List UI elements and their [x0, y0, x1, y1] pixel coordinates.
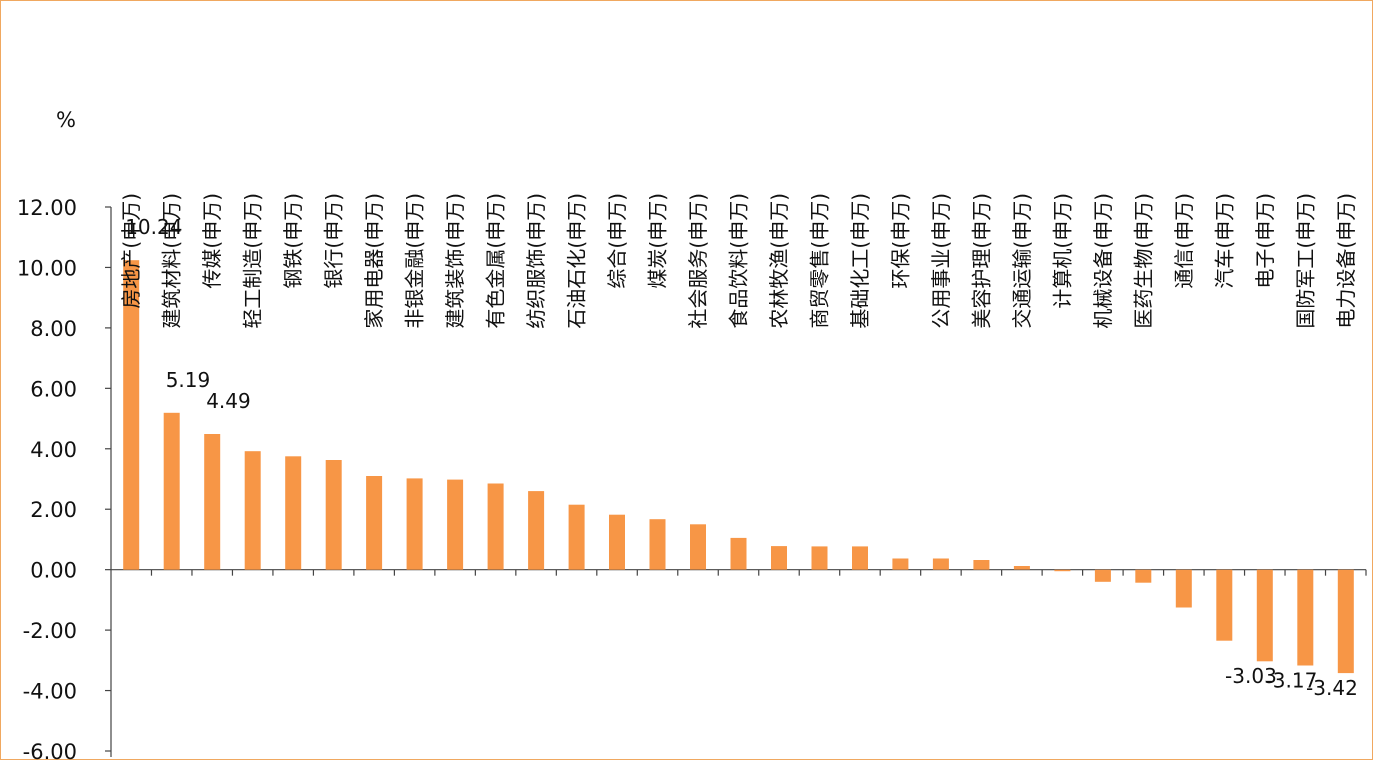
bar — [528, 491, 545, 570]
category-label: 建筑材料(申万) — [160, 193, 184, 329]
y-tick-label: 8.00 — [30, 317, 77, 341]
y-axis: 12.00 10.00 8.00 6.00 4.00 2.00 0.00 -2.00 -4.00… — [17, 196, 112, 763]
bar — [1094, 569, 1111, 582]
bar — [892, 558, 909, 570]
bar — [366, 476, 383, 570]
category-label: 银行(申万) — [322, 193, 346, 289]
category-label: 非银金融(申万) — [403, 193, 427, 329]
category-label: 有色金属(申万) — [484, 193, 508, 329]
category-label: 食品饮料(申万) — [727, 193, 751, 329]
bar — [568, 504, 585, 570]
bar — [1297, 569, 1314, 666]
category-label: 纺织服饰(申万) — [524, 193, 548, 329]
data-label: 4.49 — [206, 389, 251, 413]
category-label: 基础化工(申万) — [848, 193, 872, 329]
category-label: 社会服务(申万) — [686, 193, 710, 329]
bar — [649, 519, 666, 570]
bar — [204, 434, 221, 570]
y-tick-label: 12.00 — [17, 196, 77, 220]
category-label: 环保(申万) — [888, 193, 912, 289]
category-label: 计算机(申万) — [1050, 193, 1074, 309]
y-tick-label: -2.00 — [23, 619, 77, 643]
category-label: 农林牧渔(申万) — [767, 193, 791, 329]
x-axis — [111, 569, 1367, 576]
bar — [730, 537, 747, 570]
bar — [1216, 569, 1233, 641]
category-label: 综合(申万) — [605, 193, 629, 289]
category-label: 房地产(申万) — [119, 193, 143, 309]
data-label: 5.19 — [166, 368, 211, 392]
category-label: 钢铁(申万) — [281, 193, 305, 289]
bar — [163, 412, 180, 570]
bar — [123, 260, 140, 570]
category-label: 轻工制造(申万) — [241, 193, 265, 329]
category-label: 传媒(申万) — [200, 193, 224, 289]
category-label: 交通运输(申万) — [1010, 193, 1034, 329]
bar — [811, 546, 828, 570]
bar — [852, 546, 868, 570]
bar — [487, 483, 504, 570]
data-label: -3.17 — [1266, 669, 1318, 693]
bar — [609, 514, 625, 570]
y-tick-label: -4.00 — [23, 680, 77, 704]
category-label: 商贸零售(申万) — [808, 193, 832, 329]
y-tick-label: 0.00 — [30, 559, 77, 583]
y-tick-label: 4.00 — [30, 438, 77, 462]
category-label: 电子(申万) — [1253, 193, 1277, 289]
bar — [1013, 566, 1030, 570]
y-axis-unit-label: % — [56, 108, 76, 132]
category-label: 机械设备(申万) — [1091, 193, 1115, 329]
bar — [447, 479, 464, 570]
bar — [1054, 569, 1071, 572]
category-label: 石油石化(申万) — [565, 193, 589, 329]
bar — [932, 558, 949, 570]
category-label: 医药生物(申万) — [1131, 193, 1155, 329]
bar — [244, 451, 261, 570]
category-labels: 房地产(申万) 建筑材料(申万) 传媒(申万) 轻工制造(申万) 钢铁(申万) 银行(申万… — [119, 193, 1358, 329]
bar — [1256, 569, 1273, 662]
data-label: 10.24 — [125, 215, 182, 239]
bar — [1337, 569, 1354, 674]
category-label: 家用电器(申万) — [362, 193, 386, 329]
data-label: -3.03 — [1225, 664, 1277, 688]
bar-series — [123, 260, 1354, 674]
bar — [285, 456, 302, 570]
y-tick-label: -6.00 — [23, 740, 77, 763]
category-label: 电力设备(申万) — [1334, 193, 1358, 329]
y-tick-label: 2.00 — [30, 498, 77, 522]
category-label: 煤炭(申万) — [646, 193, 670, 289]
category-label: 国防军工(申万) — [1293, 193, 1317, 329]
bar — [406, 478, 423, 570]
category-label: 美容护理(申万) — [969, 193, 993, 329]
bar — [325, 460, 342, 570]
category-label: 公用事业(申万) — [929, 193, 953, 329]
category-label: 通信(申万) — [1172, 193, 1196, 289]
bar — [973, 560, 990, 570]
bar — [1135, 569, 1152, 583]
bar — [690, 524, 706, 570]
category-label: 建筑装饰(申万) — [443, 193, 467, 329]
y-tick-label: 10.00 — [17, 256, 77, 280]
data-labels: 10.24 5.194.49 -3.03-3.17-3.42 — [125, 215, 1358, 700]
bar — [771, 546, 787, 570]
category-label: 汽车(申万) — [1212, 193, 1236, 289]
y-tick-label: 6.00 — [30, 377, 77, 401]
bar — [1175, 569, 1192, 608]
data-label: -3.42 — [1306, 676, 1358, 700]
